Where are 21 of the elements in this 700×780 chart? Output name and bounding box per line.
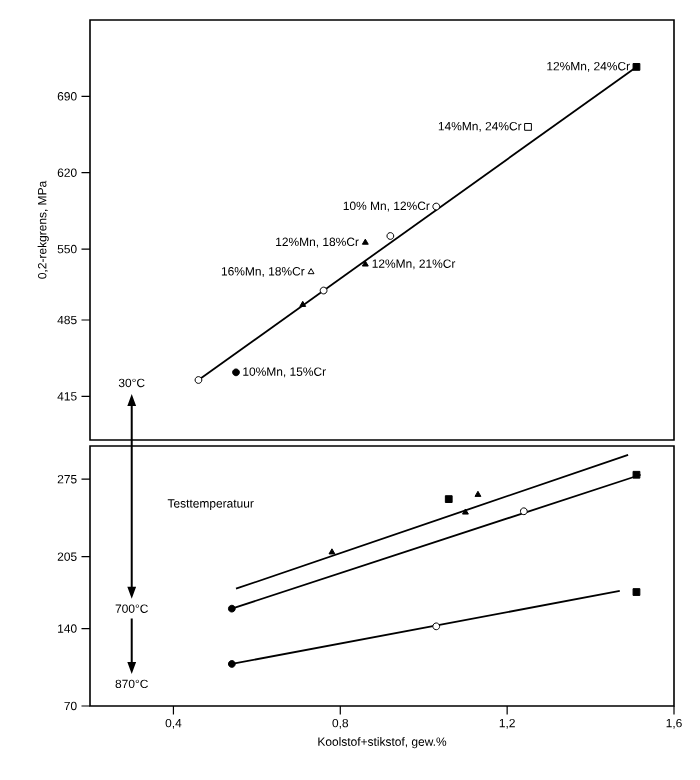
point [444, 495, 453, 503]
point [632, 588, 641, 596]
point [328, 548, 336, 555]
point [361, 238, 369, 245]
point [319, 286, 328, 295]
point [474, 490, 482, 497]
point [432, 622, 441, 631]
point [232, 368, 240, 377]
point [524, 123, 532, 131]
point [432, 202, 441, 211]
point [194, 376, 203, 384]
point [307, 268, 315, 275]
point [227, 660, 236, 668]
point [299, 300, 307, 307]
point [227, 604, 236, 613]
point [519, 507, 528, 516]
point [462, 508, 469, 515]
point [632, 470, 641, 479]
point [361, 260, 369, 267]
point [632, 63, 641, 71]
point [386, 232, 395, 240]
